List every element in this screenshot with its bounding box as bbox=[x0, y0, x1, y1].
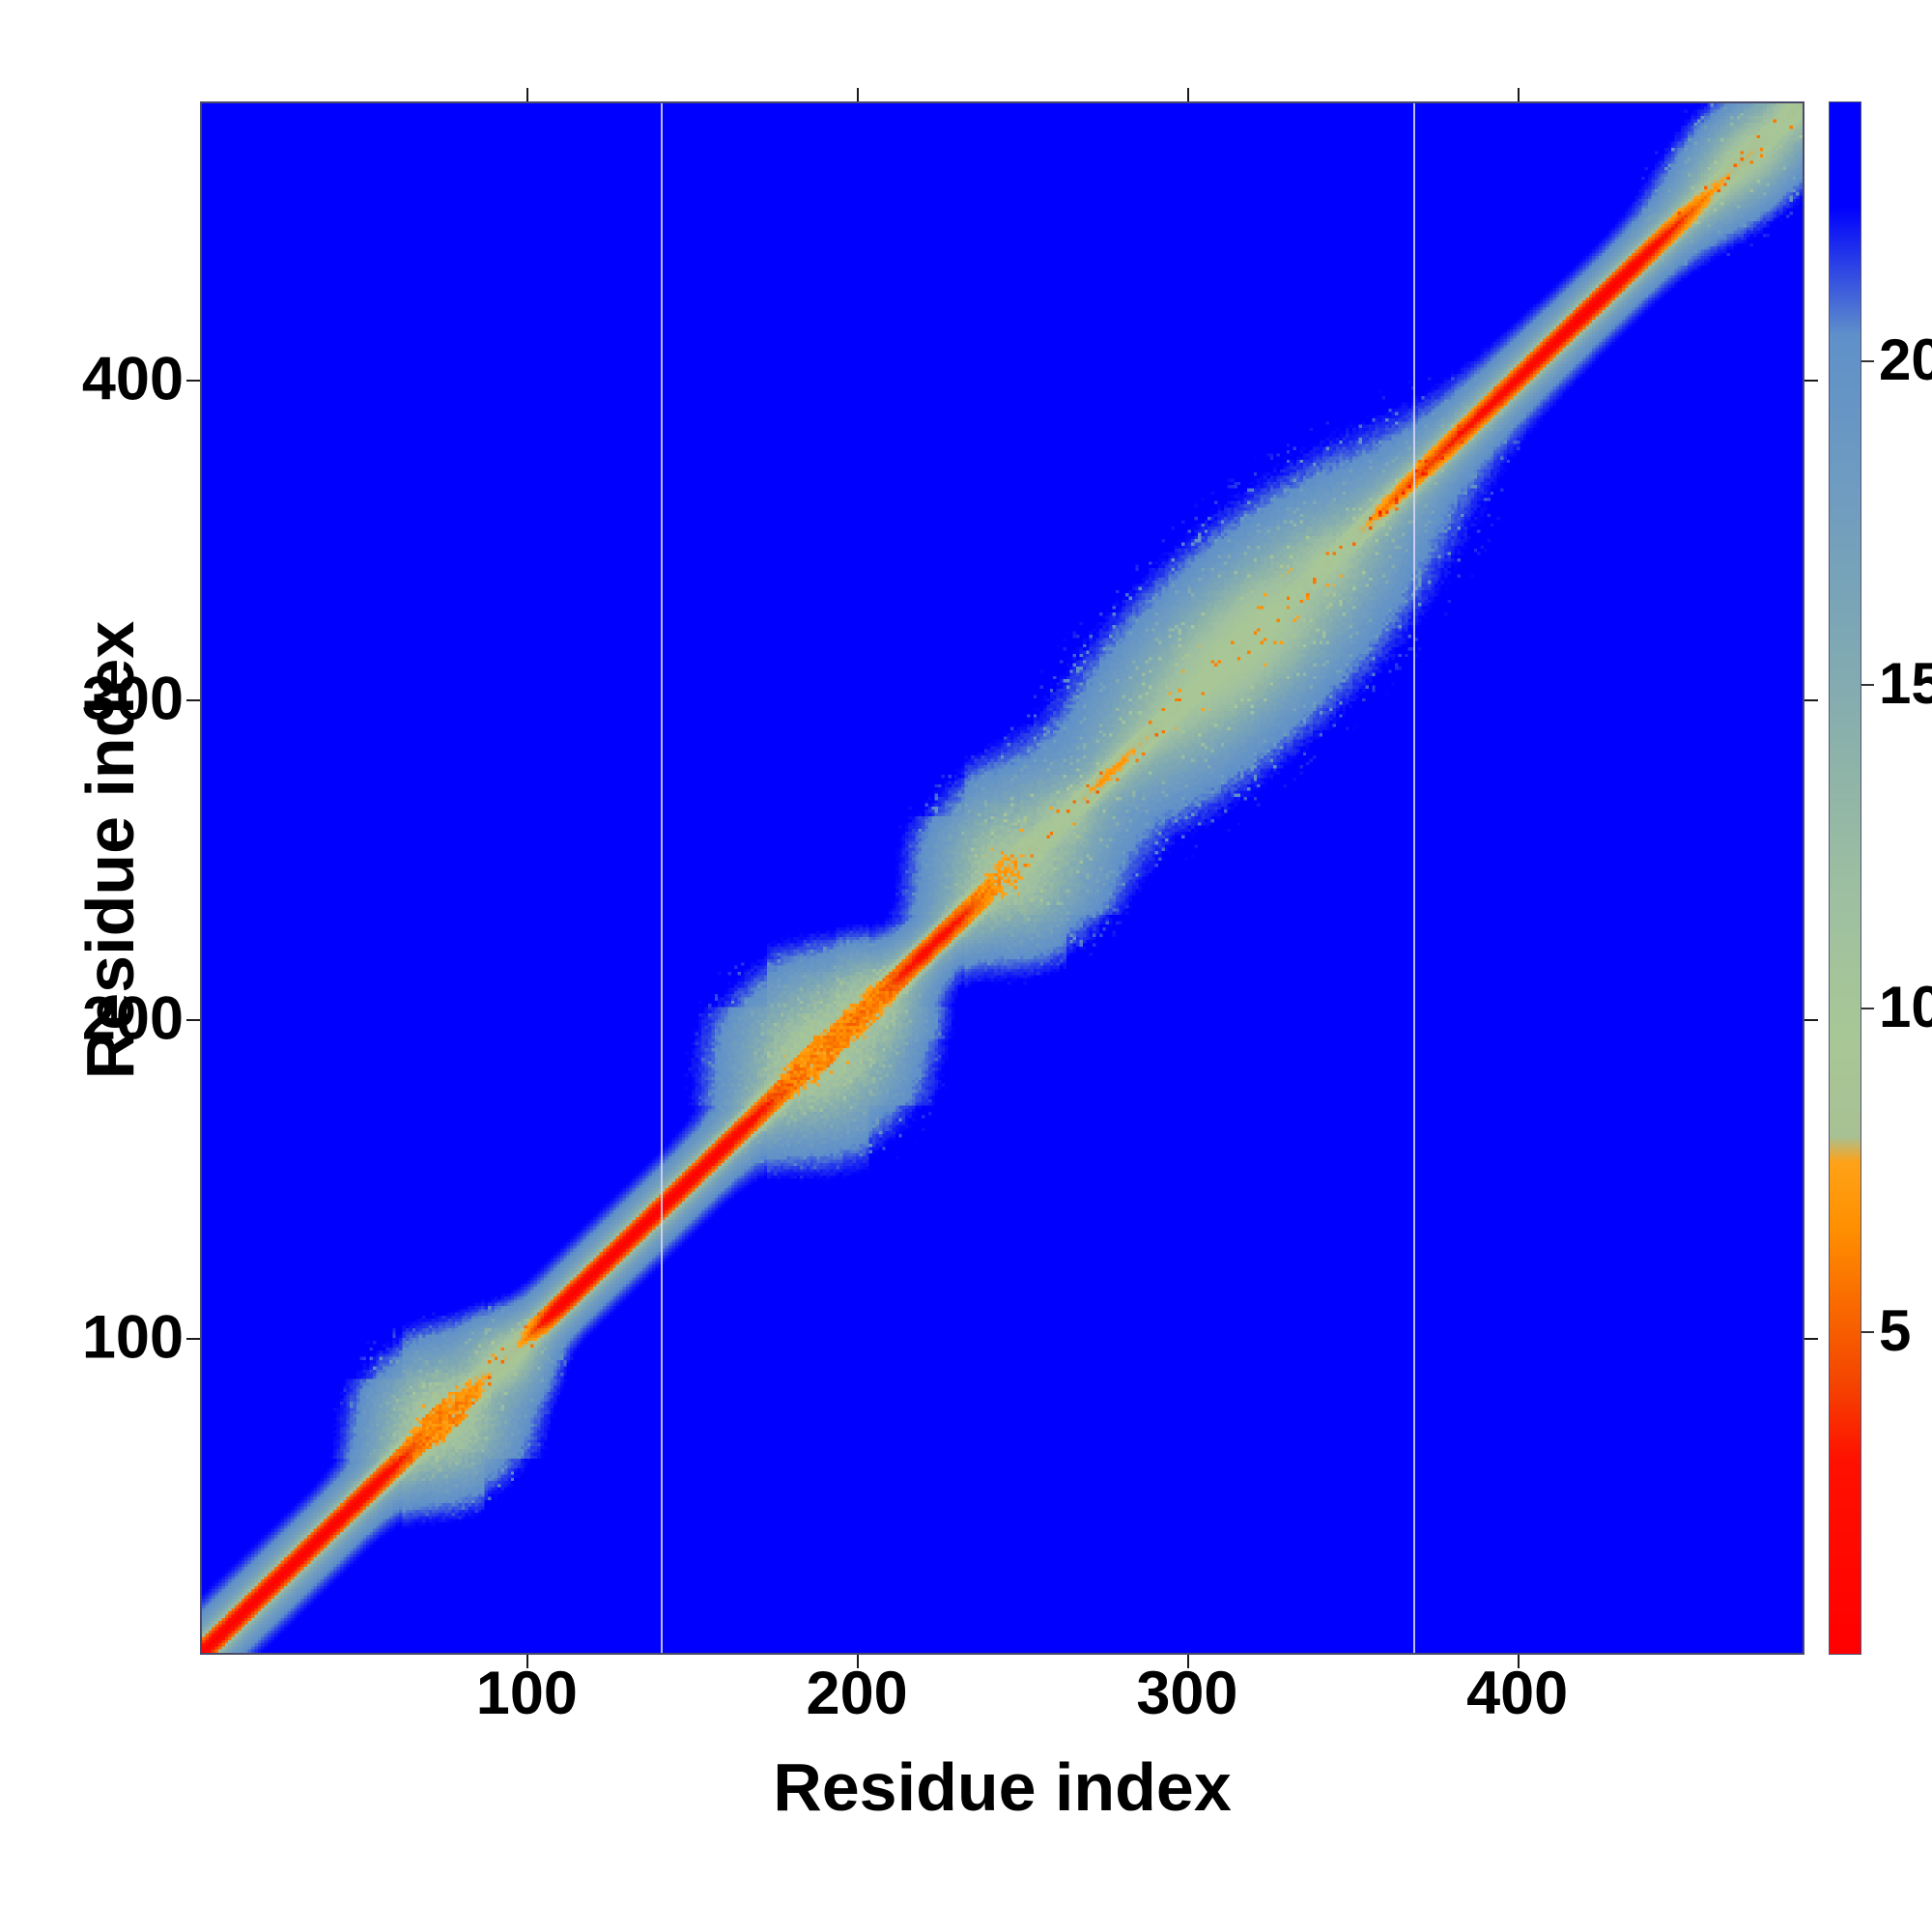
colorbar-tick-5 bbox=[1861, 1331, 1874, 1333]
x-tick-top-400 bbox=[1517, 88, 1520, 101]
y-tick-right-100 bbox=[1804, 1338, 1818, 1341]
y-tick-right-200 bbox=[1804, 1018, 1818, 1021]
x-axis-title: Residue index bbox=[773, 1749, 1232, 1825]
x-tick-top-200 bbox=[857, 88, 860, 101]
y-axis-title: Residue index bbox=[72, 620, 148, 1080]
domain-boundary-gridline-2 bbox=[1413, 103, 1416, 1653]
x-tick-300 bbox=[1186, 1655, 1189, 1668]
x-tick-top-300 bbox=[1186, 88, 1189, 101]
x-tick-label-200: 200 bbox=[806, 1660, 908, 1727]
colorbar-tick-label-10: 10 bbox=[1879, 975, 1932, 1039]
y-tick-right-400 bbox=[1804, 379, 1818, 382]
colorbar-tick-label-5: 5 bbox=[1879, 1298, 1912, 1363]
y-tick-300 bbox=[186, 698, 200, 701]
x-tick-100 bbox=[526, 1655, 529, 1668]
y-tick-200 bbox=[186, 1018, 200, 1021]
colorbar-tick-label-15: 15 bbox=[1879, 651, 1932, 716]
y-tick-label-400: 400 bbox=[81, 345, 184, 413]
x-tick-label-100: 100 bbox=[475, 1660, 578, 1727]
y-tick-label-100: 100 bbox=[81, 1303, 184, 1372]
colorbar-tick-20 bbox=[1861, 360, 1874, 362]
y-tick-label-200: 200 bbox=[81, 984, 184, 1053]
colorbar-tick-label-20: 20 bbox=[1879, 327, 1932, 392]
y-tick-right-300 bbox=[1804, 698, 1818, 701]
colorbar[interactable]: 5 10 15 20 bbox=[1829, 101, 1932, 1655]
y-tick-400 bbox=[186, 379, 200, 382]
distance-matrix-heatmap bbox=[202, 103, 1803, 1653]
x-tick-400 bbox=[1517, 1655, 1520, 1668]
colorbar-tick-10 bbox=[1861, 1008, 1874, 1009]
y-tick-label-300: 300 bbox=[81, 665, 184, 733]
x-tick-label-400: 400 bbox=[1466, 1660, 1569, 1727]
colorbar-gradient bbox=[1829, 101, 1861, 1655]
domain-boundary-gridline-1 bbox=[661, 103, 664, 1653]
heatmap-plot-area[interactable] bbox=[200, 101, 1804, 1655]
y-tick-100 bbox=[186, 1338, 200, 1341]
x-tick-top-100 bbox=[526, 88, 529, 101]
x-tick-label-300: 300 bbox=[1136, 1660, 1238, 1727]
x-tick-200 bbox=[857, 1655, 860, 1668]
colorbar-tick-15 bbox=[1861, 684, 1874, 686]
